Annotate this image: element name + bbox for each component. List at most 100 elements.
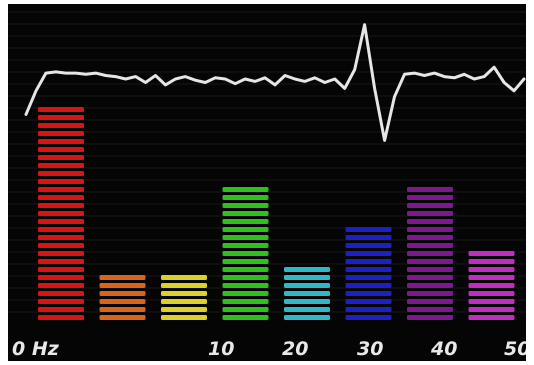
bar-segment: [407, 235, 453, 240]
bar-segment: [222, 243, 269, 248]
bar-segment: [345, 315, 392, 320]
bar-segment: [468, 267, 515, 272]
bar-segment: [468, 283, 515, 288]
bar-segment: [38, 235, 84, 240]
bar-segment: [222, 195, 269, 200]
bar-segment: [345, 275, 392, 280]
bar-segment: [161, 275, 207, 280]
bar-segment: [407, 227, 453, 232]
bar-segment: [468, 275, 515, 280]
bar-segment: [222, 259, 269, 264]
bar: [468, 251, 515, 320]
bar-segment: [468, 259, 515, 264]
bar-segment: [345, 251, 392, 256]
signal-trace-group: [24, 23, 526, 142]
x-tick-labels: 0 Hz 10 20 30 40 50: [12, 338, 526, 360]
bar-segment: [345, 307, 392, 312]
bar-segment: [161, 299, 207, 304]
bar-segment: [284, 267, 330, 272]
bar-segment: [38, 307, 84, 312]
bar-segment: [161, 283, 207, 288]
bar-segment: [284, 283, 330, 288]
bar-segment: [284, 291, 330, 296]
bar-segment: [38, 211, 84, 216]
bar-segment: [222, 283, 269, 288]
bar-segment: [38, 243, 84, 248]
bar-segment: [222, 219, 269, 224]
bar-segment: [222, 307, 269, 312]
spectrum-chart: 0 Hz 10 20 30 40 50: [8, 11, 526, 360]
bar-segment: [38, 163, 84, 168]
bar-segment: [222, 203, 269, 208]
bar-segment: [38, 187, 84, 192]
bar-segment: [284, 275, 330, 280]
bar-segment: [407, 211, 453, 216]
bar: [345, 227, 392, 320]
bar-segment: [38, 275, 84, 280]
bar-segment: [284, 315, 330, 320]
bar-segment: [407, 307, 453, 312]
bar-segment: [407, 275, 453, 280]
bar-segment: [345, 291, 392, 296]
signal-trace: [24, 23, 526, 142]
x-tick-label: 40: [430, 338, 457, 360]
bar-segment: [345, 227, 392, 232]
bar-segment: [407, 219, 453, 224]
bar-segment: [345, 235, 392, 240]
bar-segment: [468, 307, 515, 312]
bar-segment: [38, 155, 84, 160]
bar-segment: [345, 283, 392, 288]
bar-segment: [38, 227, 84, 232]
bar-segment: [38, 299, 84, 304]
bar-segment: [38, 139, 84, 144]
bar-group: [38, 107, 515, 320]
bar-segment: [222, 251, 269, 256]
bar: [407, 187, 453, 320]
bar-segment: [407, 299, 453, 304]
bar-segment: [38, 219, 84, 224]
bar-segment: [99, 275, 146, 280]
x-tick-label: 10: [208, 338, 234, 360]
x-tick-label: 0 Hz: [12, 338, 60, 360]
bar-segment: [345, 259, 392, 264]
bar-segment: [161, 291, 207, 296]
bar-segment: [407, 291, 453, 296]
bar-segment: [38, 203, 84, 208]
chart-screen: 0 Hz 10 20 30 40 50: [8, 4, 526, 361]
bar: [99, 275, 146, 320]
bar: [222, 187, 269, 320]
bar-segment: [38, 291, 84, 296]
bar-segment: [407, 187, 453, 192]
bar-segment: [38, 115, 84, 120]
bar-segment: [222, 187, 269, 192]
bar-segment: [38, 315, 84, 320]
bar-segment: [222, 211, 269, 216]
bar-segment: [407, 195, 453, 200]
bar-segment: [345, 243, 392, 248]
bar-segment: [407, 259, 453, 264]
bar-segment: [38, 283, 84, 288]
bar-segment: [468, 299, 515, 304]
bar-segment: [38, 259, 84, 264]
bar-segment: [284, 307, 330, 312]
bar-segment: [407, 267, 453, 272]
bar-segment: [38, 123, 84, 128]
bar-segment: [407, 243, 453, 248]
bar-segment: [222, 315, 269, 320]
bar-segment: [38, 171, 84, 176]
bar-segment: [222, 227, 269, 232]
bar-segment: [99, 291, 146, 296]
x-tick-label: 20: [282, 338, 308, 360]
bar-segment: [38, 179, 84, 184]
bar-segment: [222, 235, 269, 240]
bar-segment: [407, 283, 453, 288]
bar-segment: [345, 267, 392, 272]
bar-segment: [407, 251, 453, 256]
bar-segment: [38, 107, 84, 112]
bar-segment: [345, 299, 392, 304]
bar: [161, 275, 207, 320]
bar-segment: [468, 291, 515, 296]
bar-segment: [161, 307, 207, 312]
bar-segment: [38, 267, 84, 272]
bar-segment: [222, 275, 269, 280]
